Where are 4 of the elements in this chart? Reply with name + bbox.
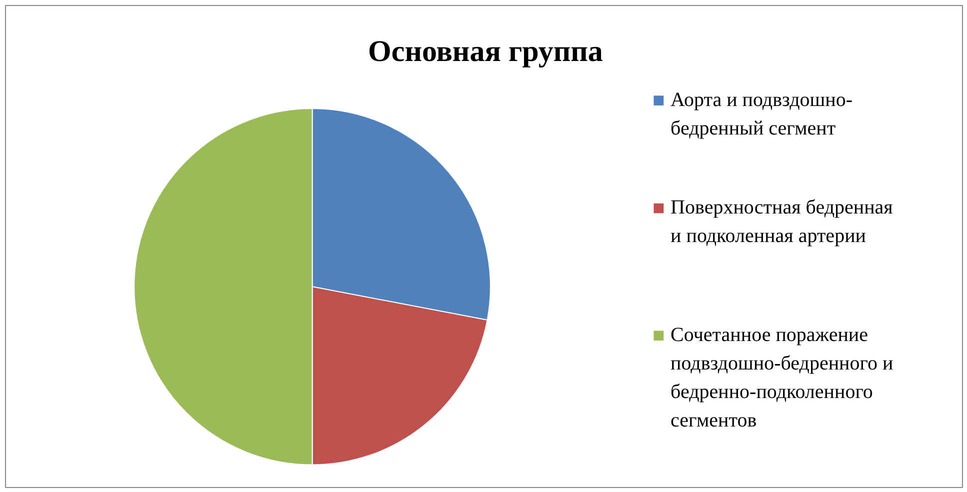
legend-label: Поверхностная бедренная и подколенная артерии <box>670 196 893 248</box>
chart-title: Основная группа <box>368 35 603 68</box>
legend-label: Аорта и подвздошно-бедренный сегмент <box>670 88 853 140</box>
legend-label: Сочетанное поражение подвздошно-бедренного и бедренно-подколенного сегментов <box>670 324 894 432</box>
